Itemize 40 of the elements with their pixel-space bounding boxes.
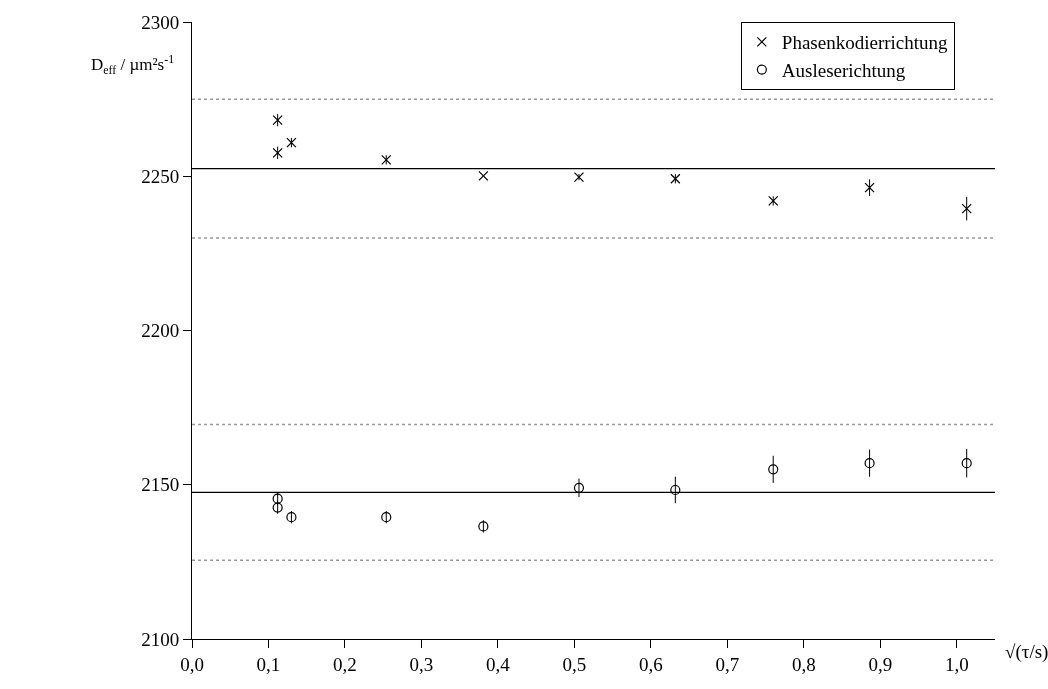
point — [573, 172, 585, 183]
x-tick-label: 0,9 — [868, 653, 893, 675]
legend-label: Phasenkodierrichtung — [781, 32, 949, 54]
point — [670, 484, 681, 496]
x-tick-label: 0,2 — [333, 653, 357, 675]
point — [961, 203, 972, 214]
point — [478, 521, 489, 532]
y-tick-label: 2300 — [141, 11, 180, 33]
x-tick-label: 1,0 — [944, 653, 969, 675]
x-tick-label: 0,6 — [638, 653, 663, 675]
y-tick-label: 2100 — [141, 628, 180, 650]
x-axis-title: √(τ/s) — [1005, 641, 1048, 663]
point — [670, 173, 681, 184]
y-tick-label: 2150 — [141, 474, 180, 496]
y-tick-label: 2250 — [141, 165, 180, 187]
y-axis-title: D$_{eff}$ / µm²s$^{-1}$ — [91, 52, 175, 77]
x-tick-label: 0,3 — [409, 653, 434, 675]
point — [272, 115, 283, 126]
point — [286, 137, 297, 148]
point — [381, 512, 392, 523]
point — [272, 493, 283, 504]
point — [864, 458, 875, 469]
x-tick-label: 0,1 — [256, 653, 281, 675]
point — [768, 195, 779, 207]
point — [768, 464, 779, 475]
point — [864, 182, 875, 193]
x-tick-label: 0,0 — [180, 653, 204, 675]
x-tick-label: 0,8 — [791, 653, 816, 675]
x-tick-label: 0,7 — [715, 653, 740, 675]
point — [478, 170, 489, 182]
point — [272, 147, 283, 158]
point — [286, 512, 297, 523]
point — [381, 154, 392, 165]
legend-label: Ausleserichtung — [781, 59, 906, 81]
point — [573, 482, 585, 493]
point — [272, 502, 283, 513]
x-tick-label: 0,5 — [562, 653, 587, 675]
y-tick-label: 2200 — [141, 320, 180, 342]
point — [961, 458, 972, 469]
x-tick-label: 0,4 — [486, 653, 511, 675]
